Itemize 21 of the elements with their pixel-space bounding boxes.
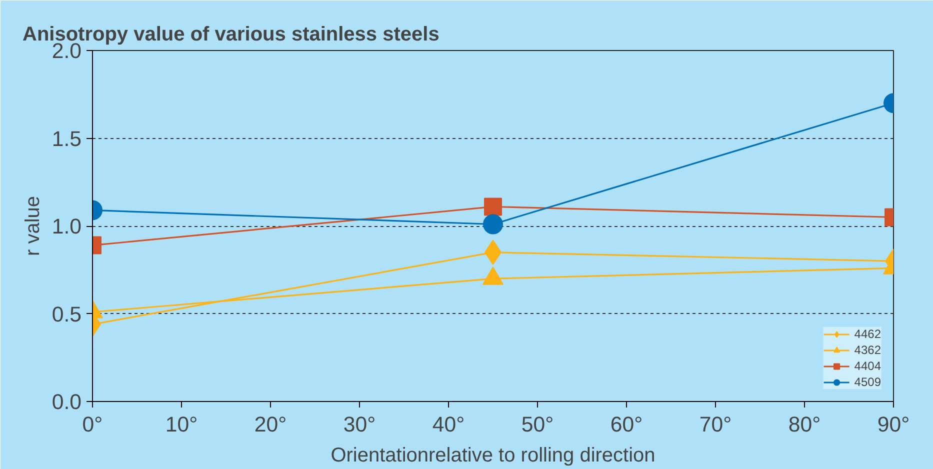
x-tick-label: 50° — [521, 412, 554, 436]
x-tick-label: 20° — [254, 412, 287, 436]
x-tick-label: 80° — [788, 412, 821, 436]
legend-label: 4362 — [854, 343, 881, 357]
x-tick-label: 60° — [610, 412, 643, 436]
y-tick-label: 0.0 — [52, 390, 82, 414]
y-tick-label: 1.0 — [52, 214, 82, 238]
x-tick-label: 90° — [877, 412, 910, 436]
y-tick-label: 0.5 — [52, 302, 82, 326]
legend-label: 4509 — [854, 375, 881, 389]
x-tick-label: 30° — [343, 412, 376, 436]
legend-label: 4404 — [854, 359, 881, 373]
chart-title: Anisotropy value of various stainless steels — [22, 24, 440, 46]
x-tick-label: 0° — [82, 412, 103, 436]
y-tick-label: 1.5 — [52, 126, 82, 151]
x-tick-label: 70° — [699, 412, 732, 436]
y-axis-title: r value — [22, 196, 44, 256]
x-tick-label: 40° — [432, 412, 465, 436]
x-tick-label: 10° — [165, 412, 198, 436]
legend-label: 4462 — [854, 327, 881, 341]
x-axis-title: Orientationrelative to rolling direction — [330, 444, 656, 466]
